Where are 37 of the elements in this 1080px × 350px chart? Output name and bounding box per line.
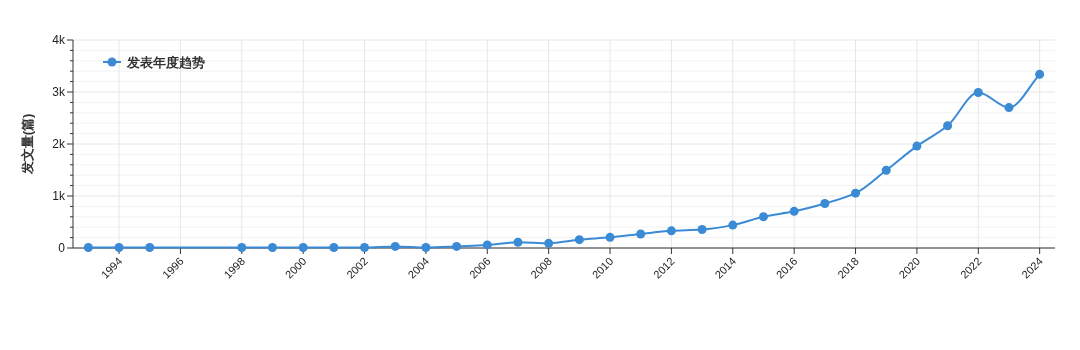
point — [943, 121, 953, 131]
y-tick-label: 4k — [52, 33, 66, 47]
y-tick-label: 3k — [52, 85, 66, 99]
legend-label: 发表年度趋势 — [126, 55, 205, 70]
point — [298, 242, 308, 252]
point — [697, 225, 707, 235]
point — [574, 235, 584, 245]
point — [636, 229, 646, 239]
point — [728, 220, 738, 230]
point — [482, 240, 492, 250]
point — [1035, 69, 1045, 79]
point — [1004, 103, 1014, 113]
point — [360, 242, 370, 252]
point — [758, 212, 768, 222]
point — [973, 88, 983, 98]
point — [666, 226, 676, 236]
point — [881, 165, 891, 175]
point — [421, 242, 431, 252]
point — [789, 206, 799, 216]
point — [544, 238, 554, 248]
point — [237, 242, 247, 252]
y-tick-label: 2k — [52, 137, 66, 151]
point — [390, 241, 400, 251]
point — [912, 141, 922, 151]
point — [267, 242, 277, 252]
point — [513, 237, 523, 247]
point — [452, 241, 462, 251]
point — [145, 242, 155, 252]
point — [114, 242, 124, 252]
y-axis-title: 发文量(篇) — [20, 113, 35, 176]
point — [820, 199, 830, 209]
point — [605, 232, 615, 242]
point — [851, 188, 861, 198]
point — [83, 242, 93, 252]
y-tick-label: 1k — [52, 189, 66, 203]
y-tick-label: 0 — [58, 241, 66, 255]
point — [329, 242, 339, 252]
